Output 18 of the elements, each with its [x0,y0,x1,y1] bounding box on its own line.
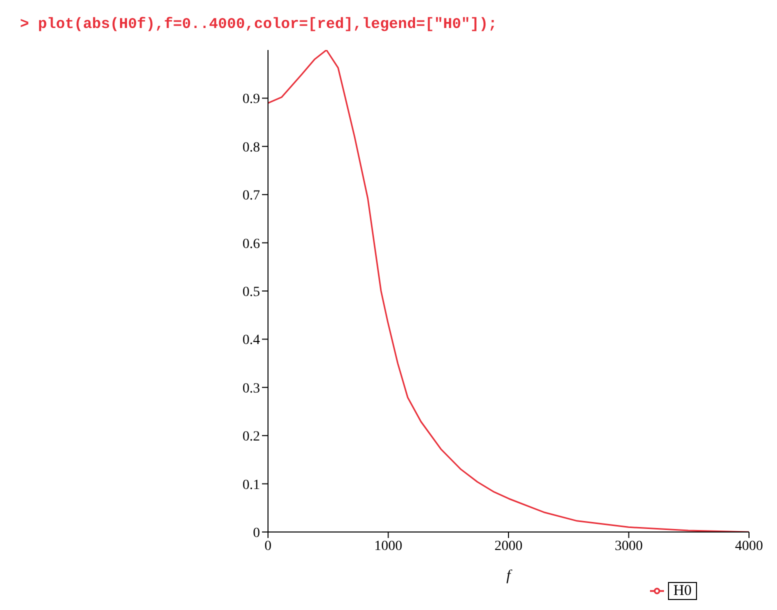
x-axis-title: f [506,568,512,584]
legend-label: H0 [668,582,697,600]
x-tick-label: 2000 [494,538,522,554]
y-tick-label: 0 [253,526,260,541]
y-tick-label: 0.8 [242,140,260,156]
y-tick-label: 0.9 [242,92,260,108]
y-tick-label: 0.3 [242,381,260,396]
y-tick-label: 0.7 [242,188,260,204]
y-tick-label: 0.1 [242,478,260,493]
x-tick-label: 4000 [735,538,763,554]
y-tick-label: 0.6 [242,236,260,252]
y-tick-label: 0.4 [242,333,260,348]
chart-title: > plot(abs(H0f),f=0..4000,color=[red],legend=["H0"]); [19,15,498,35]
y-tick-label: 0.2 [242,430,260,445]
x-tick-label: 1000 [374,538,402,554]
x-tick-label: 3000 [614,538,643,554]
x-tick-label: 0 [264,538,272,554]
y-tick-label: 0.5 [242,284,260,300]
